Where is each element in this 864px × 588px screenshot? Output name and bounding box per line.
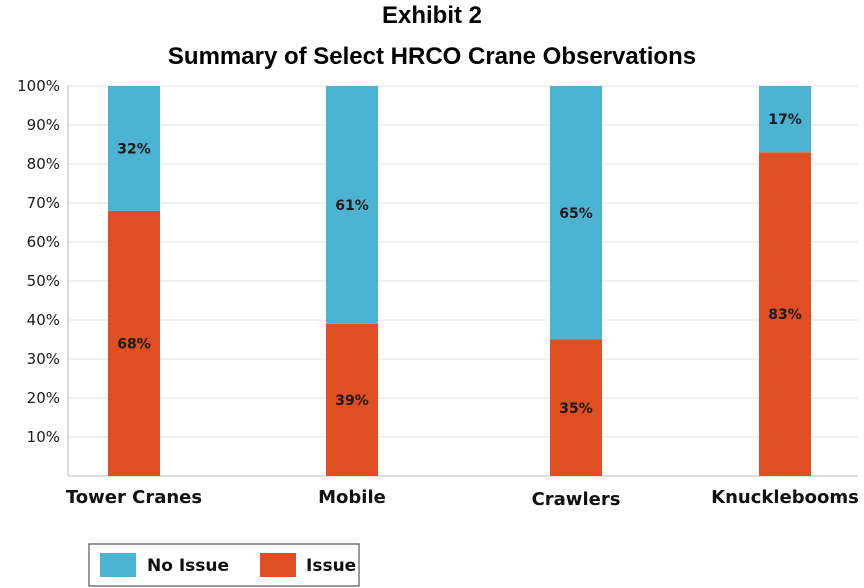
- legend-label-no-issue: No Issue: [147, 556, 229, 576]
- bar-issue: [759, 152, 811, 477]
- data-label-no-issue: 61%: [335, 198, 369, 214]
- data-label-issue: 83%: [768, 307, 802, 323]
- y-tick-label: 40%: [27, 311, 60, 329]
- category-label: Crawlers: [532, 489, 621, 510]
- category-label: Tower Cranes: [66, 487, 202, 508]
- bars: [108, 86, 811, 477]
- data-label-issue: 68%: [117, 336, 151, 352]
- y-axis: 10% 20% 30% 40% 50% 60% 70% 80% 90% 100%: [17, 77, 858, 477]
- data-labels: 68% 32% 39% 61% 35% 65% 83% 17%: [117, 112, 802, 417]
- y-tick-label: 50%: [27, 272, 60, 290]
- bar-no-issue: [550, 86, 602, 340]
- bar-issue: [550, 339, 602, 476]
- data-label-no-issue: 65%: [559, 206, 593, 222]
- y-tick-label: 90%: [27, 116, 60, 134]
- data-label-issue: 35%: [559, 401, 593, 417]
- x-axis-categories: Tower Cranes Mobile Crawlers Knucklebooms: [66, 487, 859, 510]
- legend-swatch-issue: [260, 553, 296, 577]
- y-tick-label: 30%: [27, 350, 60, 368]
- data-label-issue: 39%: [335, 393, 369, 409]
- chart-title: Exhibit 2: [382, 2, 482, 29]
- gridlines: [68, 85, 858, 438]
- y-tick-label: 20%: [27, 389, 60, 407]
- y-tick-label: 80%: [27, 155, 60, 173]
- y-tick-label: 100%: [17, 77, 60, 95]
- legend-swatch-no-issue: [100, 553, 136, 577]
- bar-issue: [108, 210, 160, 477]
- chart-subtitle: Summary of Select HRCO Crane Observation…: [168, 43, 696, 70]
- bar-issue: [326, 323, 378, 476]
- legend: No Issue Issue: [88, 543, 360, 587]
- y-tick-label: 70%: [27, 194, 60, 212]
- bar-no-issue: [326, 86, 378, 324]
- y-tick-label: 60%: [27, 233, 60, 251]
- legend-label-issue: Issue: [306, 556, 356, 576]
- category-label: Knucklebooms: [711, 487, 859, 508]
- data-label-no-issue: 32%: [117, 141, 151, 157]
- data-label-no-issue: 17%: [768, 112, 802, 128]
- y-tick-label: 10%: [27, 428, 60, 446]
- bar-no-issue: [108, 86, 160, 211]
- bar-no-issue: [759, 86, 811, 153]
- category-label: Mobile: [318, 487, 386, 508]
